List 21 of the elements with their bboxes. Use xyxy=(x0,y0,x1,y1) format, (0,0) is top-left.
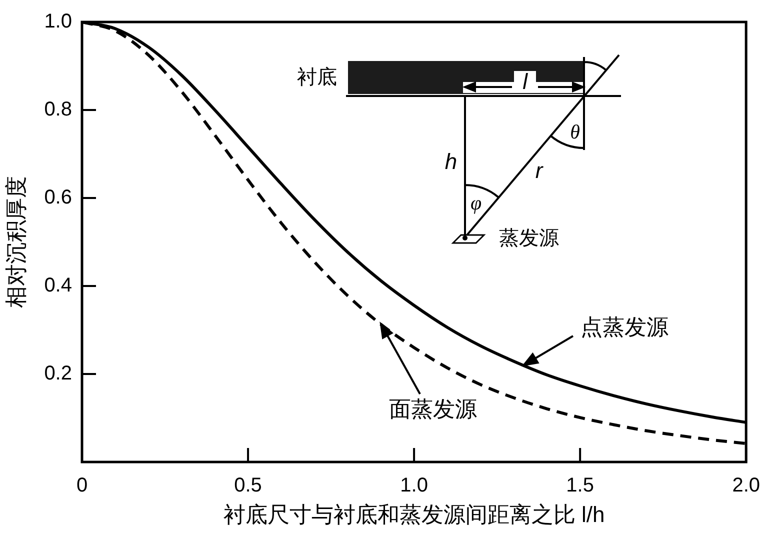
x-tick-label: 1.5 xyxy=(566,474,594,497)
annotation: h xyxy=(444,149,458,174)
x-tick-label: 0 xyxy=(76,474,88,497)
y-axis-title: 相对沉积厚度 xyxy=(3,176,28,308)
annotation: l xyxy=(522,69,529,94)
series-label: 面蒸发源 xyxy=(388,396,477,422)
annotation: φ xyxy=(470,192,482,214)
text: 点蒸发源 xyxy=(580,314,669,340)
x-tick-label: 2.0 xyxy=(732,474,760,497)
annotation: r xyxy=(535,158,544,184)
x-tick-label: 1.0 xyxy=(400,474,428,497)
y-tick-label: 1.0 xyxy=(44,10,72,33)
x-tick-label: 0.5 xyxy=(234,474,262,497)
annotation: 衬底 xyxy=(297,66,337,89)
x-axis-title: 衬底尺寸与衬底和蒸发源间距离之比 l/h xyxy=(223,502,605,527)
y-tick-label: 0.6 xyxy=(44,186,72,209)
annotation: 蒸发源 xyxy=(499,228,559,250)
y-tick-label: 0.4 xyxy=(44,274,72,297)
annotation: θ xyxy=(570,121,580,144)
y-tick-label: 0.8 xyxy=(44,98,72,121)
y-tick-label: 0.2 xyxy=(44,362,72,385)
